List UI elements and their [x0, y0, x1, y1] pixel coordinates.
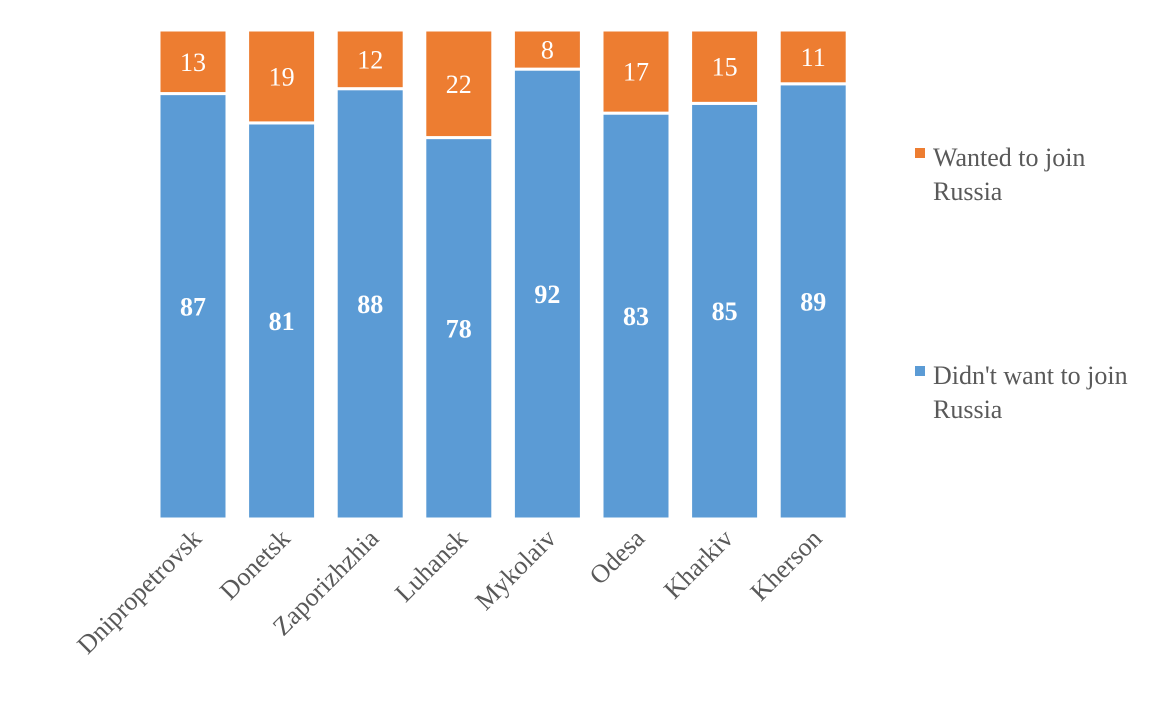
data-label: 11 [801, 43, 826, 72]
category-label: Kherson [745, 524, 828, 607]
category-label: Donetsk [214, 524, 296, 606]
data-label: 85 [712, 297, 738, 326]
bar-segment [600, 28, 672, 115]
data-label: 19 [269, 62, 295, 91]
bar-segment [511, 28, 583, 71]
data-label: 87 [180, 292, 206, 321]
bar-segment [157, 92, 229, 521]
data-label: 8 [541, 36, 554, 65]
data-label: 17 [623, 58, 649, 87]
category-label: Luhansk [389, 524, 473, 608]
bar-segment [246, 28, 318, 125]
data-label: 78 [446, 314, 472, 343]
legend-label: Russia [933, 177, 1003, 206]
bar-segment [334, 28, 406, 91]
data-label: 22 [446, 70, 472, 99]
bar-segment [511, 67, 583, 521]
bar-segment [689, 28, 761, 105]
category-label: Mykolaiv [470, 524, 562, 616]
bar-segment [423, 136, 495, 521]
category-label: Dnipropetrovsk [71, 524, 207, 660]
category-label: Kharkiv [658, 524, 739, 605]
legend-swatch [915, 366, 925, 376]
legend-swatch [915, 148, 925, 158]
legend-label: Russia [933, 395, 1003, 424]
bar-segment [777, 82, 849, 521]
data-label: 92 [534, 280, 560, 309]
data-label: 81 [269, 307, 295, 336]
data-label: 13 [180, 48, 206, 77]
data-label: 83 [623, 302, 649, 331]
bar-segment [157, 28, 229, 96]
bar-segment [334, 87, 406, 521]
bar-segment [689, 101, 761, 521]
bar-segment [600, 111, 672, 521]
data-label: 89 [800, 287, 826, 316]
data-label: 88 [357, 290, 383, 319]
data-label: 12 [357, 45, 383, 74]
legend-label: Didn't want to join [933, 361, 1128, 390]
legend-label: Wanted to join [933, 143, 1085, 172]
bar-segment [777, 28, 849, 86]
bar-segment [423, 28, 495, 140]
category-label: Odesa [584, 523, 651, 590]
data-label: 15 [712, 53, 738, 82]
